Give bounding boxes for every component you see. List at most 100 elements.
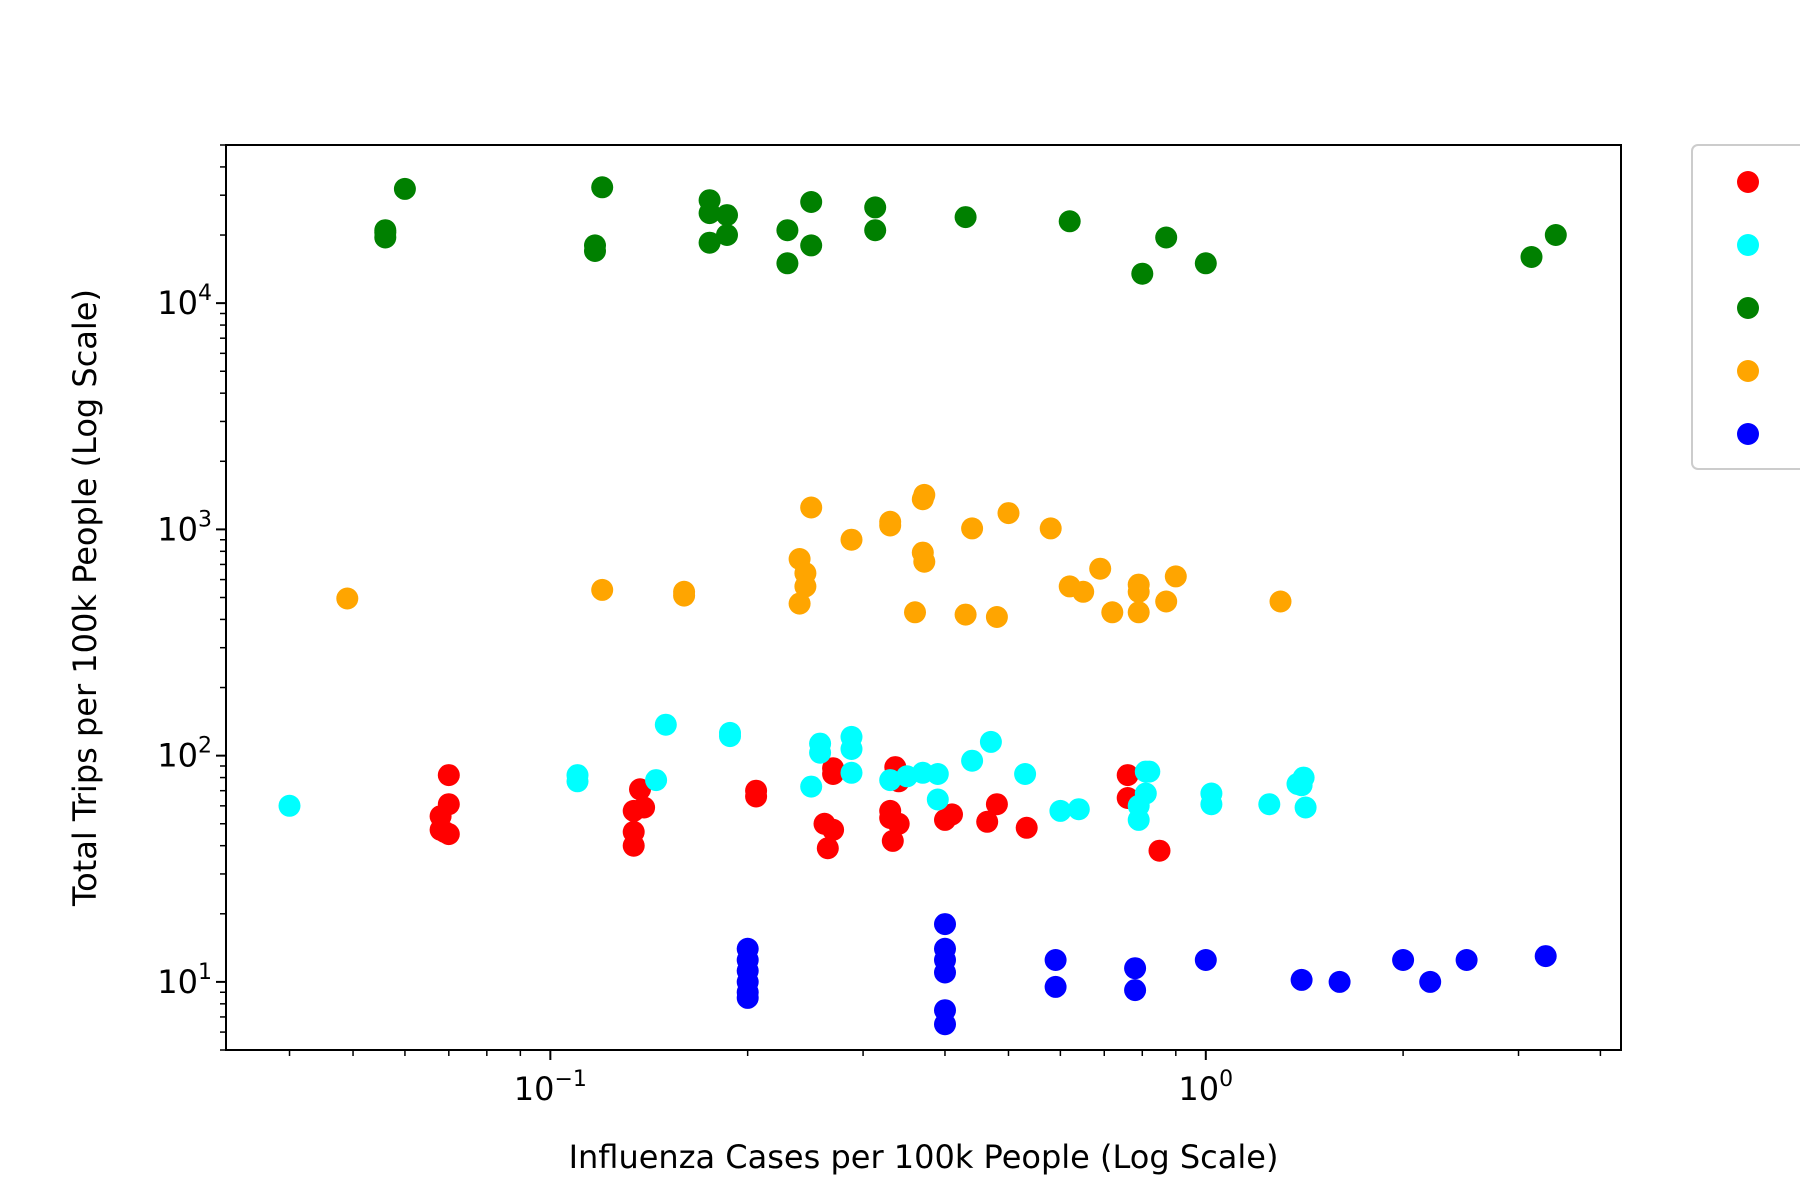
legend-marker bbox=[1737, 234, 1759, 256]
data-point-series-2 bbox=[1292, 766, 1315, 789]
data-point-series-4 bbox=[879, 510, 902, 533]
data-point-series-4 bbox=[913, 483, 936, 506]
data-point-series-1 bbox=[437, 793, 460, 816]
data-point-series-4 bbox=[954, 603, 977, 626]
data-point-series-5 bbox=[1194, 949, 1217, 971]
data-point-series-1 bbox=[887, 812, 910, 835]
data-point-series-5 bbox=[1455, 949, 1478, 971]
data-point-series-2 bbox=[879, 769, 902, 792]
data-point-series-3 bbox=[954, 206, 977, 229]
data-point-series-3 bbox=[1194, 252, 1217, 275]
data-point-series-3 bbox=[1155, 226, 1178, 249]
data-point-series-3 bbox=[584, 240, 606, 262]
data-point-series-1 bbox=[622, 834, 645, 857]
data-point-series-2 bbox=[979, 730, 1002, 753]
data-point-series-4 bbox=[800, 496, 823, 519]
data-point-series-5 bbox=[1124, 957, 1147, 980]
data-point-series-2 bbox=[961, 749, 984, 772]
data-point-series-3 bbox=[698, 202, 721, 225]
data-point-series-4 bbox=[1089, 557, 1112, 580]
data-point-series-3 bbox=[800, 234, 823, 257]
data-point-series-4 bbox=[1101, 601, 1124, 624]
data-point-series-1 bbox=[941, 803, 963, 826]
plot-area-frame bbox=[225, 144, 1622, 1051]
data-point-series-2 bbox=[926, 788, 949, 811]
data-point-series-5 bbox=[1044, 975, 1067, 998]
data-point-series-2 bbox=[645, 769, 668, 792]
data-point-series-3 bbox=[1131, 262, 1154, 285]
data-point-series-3 bbox=[716, 204, 738, 227]
y-axis-label: Total Trips per 100k People (Log Scale) bbox=[66, 289, 104, 907]
data-point-series-5 bbox=[1419, 970, 1442, 993]
data-point-series-5 bbox=[1534, 945, 1557, 968]
data-points bbox=[278, 176, 1567, 1036]
data-point-series-1 bbox=[881, 829, 904, 852]
data-point-series-2 bbox=[1258, 793, 1281, 816]
data-point-series-5 bbox=[736, 986, 759, 1009]
y-tick-label: 101 bbox=[157, 960, 212, 1001]
data-point-series-1 bbox=[985, 793, 1008, 816]
data-point-series-3 bbox=[591, 176, 614, 199]
x-tick-label: 10−1 bbox=[514, 1067, 587, 1108]
x-axis-ticks: 10−1 100 bbox=[288, 1050, 1602, 1108]
data-point-series-2 bbox=[1014, 763, 1037, 785]
legend-marker bbox=[1737, 297, 1759, 319]
data-point-series-4 bbox=[336, 587, 359, 610]
data-point-series-5 bbox=[1044, 949, 1067, 971]
data-point-series-2 bbox=[1200, 793, 1223, 816]
data-point-series-3 bbox=[393, 177, 416, 200]
data-point-series-3 bbox=[800, 191, 823, 213]
data-point-series-2 bbox=[566, 770, 589, 793]
legend-marker bbox=[1737, 423, 1759, 445]
data-point-series-3 bbox=[776, 219, 799, 242]
data-point-series-1 bbox=[633, 796, 656, 819]
data-point-series-4 bbox=[1164, 565, 1187, 588]
data-point-series-4 bbox=[591, 578, 614, 601]
data-point-series-3 bbox=[776, 252, 799, 275]
data-point-series-1 bbox=[1015, 816, 1038, 839]
y-tick-label: 102 bbox=[157, 734, 212, 775]
data-point-series-4 bbox=[1155, 590, 1178, 613]
data-point-series-3 bbox=[1544, 224, 1567, 246]
data-point-series-1 bbox=[1116, 764, 1139, 787]
data-point-series-4 bbox=[913, 550, 936, 573]
data-point-series-3 bbox=[1520, 246, 1543, 268]
y-tick-label: 103 bbox=[157, 507, 212, 548]
data-point-series-4 bbox=[673, 580, 696, 603]
data-point-series-2 bbox=[926, 763, 949, 785]
data-point-series-4 bbox=[904, 601, 926, 624]
data-point-series-1 bbox=[1148, 839, 1171, 862]
data-point-series-3 bbox=[864, 196, 887, 219]
data-point-series-2 bbox=[1138, 760, 1161, 783]
data-point-series-4 bbox=[1127, 580, 1150, 603]
data-point-series-1 bbox=[437, 764, 460, 787]
data-point-series-1 bbox=[437, 823, 460, 846]
data-point-series-3 bbox=[716, 224, 738, 246]
data-point-series-2 bbox=[278, 794, 301, 817]
data-point-series-1 bbox=[629, 778, 651, 801]
data-point-series-2 bbox=[1294, 796, 1317, 819]
x-axis-label: Influenza Cases per 100k People (Log Sca… bbox=[569, 1138, 1279, 1176]
legend bbox=[1691, 144, 1800, 470]
data-point-series-3 bbox=[864, 219, 887, 242]
data-point-series-4 bbox=[1127, 601, 1150, 624]
data-point-series-5 bbox=[934, 913, 956, 936]
data-point-series-4 bbox=[840, 528, 863, 551]
data-point-series-1 bbox=[745, 785, 768, 808]
data-point-series-2 bbox=[800, 775, 823, 798]
data-point-series-2 bbox=[654, 713, 677, 736]
data-point-series-5 bbox=[1392, 949, 1415, 971]
data-point-series-4 bbox=[1269, 590, 1292, 613]
data-point-series-1 bbox=[822, 818, 845, 841]
y-axis-ticks: 101 102 103 104 bbox=[157, 144, 226, 1051]
data-point-series-2 bbox=[1067, 798, 1090, 821]
data-point-series-4 bbox=[997, 502, 1020, 525]
data-point-series-5 bbox=[1124, 979, 1147, 1002]
data-point-series-5 bbox=[1290, 968, 1313, 991]
data-point-series-5 bbox=[934, 1013, 956, 1036]
data-point-series-3 bbox=[1058, 210, 1081, 233]
data-point-series-2 bbox=[1049, 799, 1072, 822]
data-point-series-2 bbox=[809, 741, 832, 764]
data-point-series-4 bbox=[1039, 517, 1062, 540]
